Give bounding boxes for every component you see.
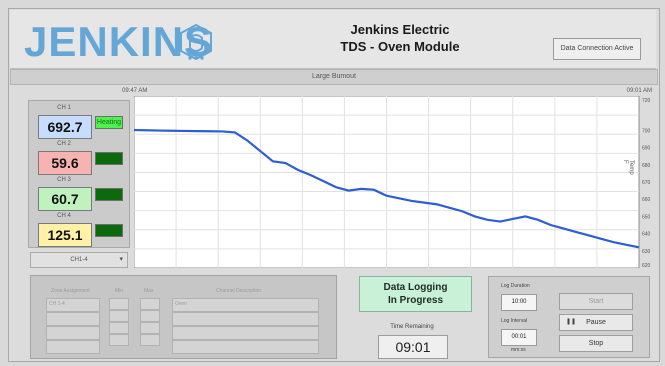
log-duration-input[interactable]: 10:00 xyxy=(501,294,537,311)
channel-reading-3: 60.7 xyxy=(38,187,92,211)
x-start-label: 09:47 AM xyxy=(122,88,148,94)
chevron-down-icon: ▾ xyxy=(119,256,123,263)
zone-header: Zone Assignment xyxy=(51,288,90,294)
pause-button[interactable]: ❚❚ Pause xyxy=(559,314,633,331)
max-cell-2[interactable] xyxy=(140,310,160,322)
y-tick-2: 690 xyxy=(642,146,651,152)
zone-cell-4[interactable] xyxy=(46,340,100,354)
description-cell-2[interactable] xyxy=(172,312,319,326)
channel-label-1: CH 1 xyxy=(57,105,71,111)
min-cell-3[interactable] xyxy=(109,322,129,334)
description-cell-4[interactable] xyxy=(172,340,319,354)
zone-cell-1[interactable]: CH 1-4 xyxy=(46,298,100,312)
mode-strip: Large Bumout xyxy=(10,69,658,85)
channel-label-2: CH 2 xyxy=(57,141,71,147)
y-tick-7: 640 xyxy=(642,232,651,238)
min-cell-2[interactable] xyxy=(109,310,129,322)
channel-group-dropdown[interactable]: CH1-4 ▾ xyxy=(30,252,128,268)
hexagon-logo-icon xyxy=(176,22,216,62)
description-cell-1[interactable]: Oven xyxy=(172,298,319,312)
logging-status-line2: In Progress xyxy=(387,295,444,306)
y-tick-6: 650 xyxy=(642,214,651,220)
y-tick-3: 680 xyxy=(642,163,651,169)
log-duration-label: Log Duration xyxy=(501,283,530,289)
page-title-line1: Jenkins Electric xyxy=(350,22,450,37)
stop-button[interactable]: Stop xyxy=(559,335,633,352)
temperature-series-line xyxy=(133,128,640,249)
log-controls-panel: Log Duration 10:00 Log Interval 00:01 mm… xyxy=(488,276,650,358)
y-tick-8: 630 xyxy=(642,249,651,255)
pause-button-label: Pause xyxy=(586,319,606,326)
max-cell-3[interactable] xyxy=(140,322,160,334)
description-cell-3[interactable] xyxy=(172,326,319,340)
channel-status-led-4 xyxy=(95,224,123,237)
max-cell-1[interactable] xyxy=(140,298,160,310)
y-tick-1: 700 xyxy=(642,128,651,134)
zone-cell-1-text: CH 1-4 xyxy=(49,301,65,307)
min-cell-1[interactable] xyxy=(109,298,129,310)
page-title: Jenkins Electric TDS - Oven Module xyxy=(270,22,530,56)
log-interval-input[interactable]: 00:01 xyxy=(501,329,537,346)
y-axis-label: Temp F xyxy=(622,160,634,175)
zone-cell-2[interactable] xyxy=(46,312,100,326)
x-end-label: 09:01 AM xyxy=(626,88,652,94)
max-header: Max xyxy=(144,288,154,294)
y-tick-4: 670 xyxy=(642,180,651,186)
zone-assignment-panel: Zone Assignment Min Max Channel Descript… xyxy=(30,275,337,359)
channel-reading-1: 692.7 xyxy=(38,115,92,139)
start-button[interactable]: Start xyxy=(559,293,633,310)
log-interval-label: Log Interval xyxy=(501,318,528,324)
logging-status-line1: Data Logging xyxy=(383,282,448,293)
log-unit-label: mm:ss xyxy=(511,347,526,353)
y-tick-0: 720 xyxy=(642,98,651,104)
time-remaining-value: 09:01 xyxy=(378,335,448,359)
data-connection-button[interactable]: Data Connection Active xyxy=(553,38,641,60)
channel-status-led-1: Heating xyxy=(95,116,123,129)
temperature-chart-svg: 720 700 690 680 670 660 650 640 630 620 xyxy=(133,95,651,269)
channel-status-led-2 xyxy=(95,152,123,165)
channel-label-4: CH 4 xyxy=(57,213,71,219)
channel-description-header: Channel Description xyxy=(216,288,262,294)
page-title-line2: TDS - Oven Module xyxy=(340,39,460,54)
min-header: Min xyxy=(115,288,124,294)
y-tick-9: 620 xyxy=(642,263,651,268)
max-cell-4[interactable] xyxy=(140,334,160,346)
time-remaining-label: Time Remaining xyxy=(390,324,434,330)
channel-reading-4: 125.1 xyxy=(38,223,92,247)
channel-group-value: CH1-4 xyxy=(70,257,88,263)
description-cell-1-text: Oven xyxy=(175,301,187,307)
channel-status-led-3 xyxy=(95,188,123,201)
logging-status: Data Logging In Progress xyxy=(359,276,472,312)
y-tick-5: 660 xyxy=(642,197,651,203)
header: JENKINS Jenkins Electric TDS - Oven Modu… xyxy=(10,10,656,69)
channel-label-3: CH 3 xyxy=(57,177,71,183)
channel-reading-2: 59.6 xyxy=(38,151,92,175)
pause-icon: ❚❚ xyxy=(566,319,577,325)
min-cell-4[interactable] xyxy=(109,334,129,346)
temperature-chart: 09:47 AM 09:01 AM 720 700 690 680 670 660 650 6… xyxy=(122,88,652,269)
zone-cell-3[interactable] xyxy=(46,326,100,340)
channel-panel: CH 1 692.7 Heating CH 2 59.6 CH 3 60.7 C… xyxy=(28,100,130,248)
